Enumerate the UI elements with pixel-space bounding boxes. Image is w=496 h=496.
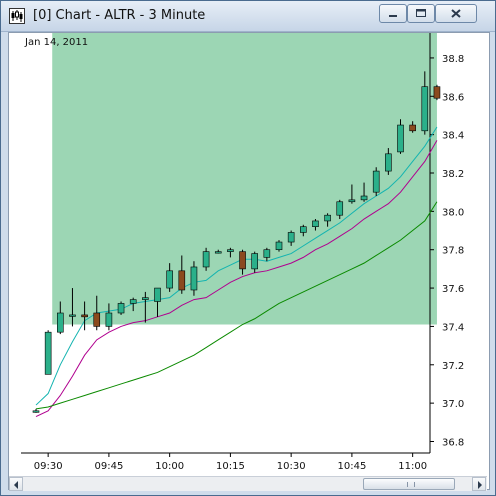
candle-body — [154, 287, 161, 302]
chart-area[interactable]: 36.8 37.0 37.2 37.4 37.6 37.8 38.0 38.2 38.4 38.6… — [8, 32, 490, 490]
y-tick-label: 38.6 — [442, 92, 464, 103]
horizontal-scrollbar[interactable] — [9, 476, 487, 491]
ma-line-0 — [35, 126, 438, 406]
candle-body — [421, 86, 429, 132]
candle-body — [142, 297, 149, 300]
minimize-icon — [389, 15, 397, 17]
x-tick-label: 10:15 — [216, 461, 245, 472]
candle-body — [178, 270, 186, 291]
candle-body — [202, 251, 210, 268]
candle-body — [372, 170, 380, 193]
candle-body — [214, 251, 222, 254]
scroll-left-button[interactable] — [9, 477, 23, 491]
ma-line-2 — [35, 201, 438, 410]
candle-body — [117, 303, 125, 314]
date-label: Jan 14, 2011 — [24, 37, 88, 48]
candle-body — [324, 214, 331, 222]
candle-body — [239, 251, 246, 270]
y-tick-label: 37.6 — [442, 284, 464, 295]
scrollbar-thumb[interactable] — [363, 478, 455, 490]
window-title: [0] Chart - ALTR - 3 Minute — [33, 8, 206, 23]
candle-body — [166, 270, 173, 289]
close-button[interactable] — [435, 4, 477, 23]
candle-body — [44, 331, 52, 375]
y-tick-label: 38.8 — [442, 54, 464, 65]
y-tick-label: 38.4 — [442, 131, 464, 142]
x-tick-label: 10:30 — [277, 461, 306, 472]
candle-body — [69, 314, 76, 317]
y-tick-label: 38.2 — [442, 169, 464, 180]
chart-app-icon — [9, 8, 25, 24]
close-icon — [451, 9, 461, 18]
y-tick-label: 37.0 — [442, 399, 464, 410]
minimize-button[interactable] — [379, 4, 407, 23]
candlestick-chart[interactable]: 36.8 37.0 37.2 37.4 37.6 37.8 38.0 38.2 38.4 38.6… — [9, 33, 489, 477]
scroll-left-icon — [14, 481, 18, 489]
candle-body — [263, 249, 271, 258]
candle-body — [251, 253, 258, 270]
grip-icon — [407, 482, 415, 487]
candle-body — [433, 86, 441, 99]
candle-body — [336, 201, 344, 216]
maximize-button[interactable] — [407, 4, 435, 23]
candle-body — [275, 241, 283, 251]
y-tick-label: 38.0 — [442, 207, 464, 218]
y-tick-label: 37.2 — [442, 361, 464, 372]
candle-body — [409, 124, 416, 132]
ma-line-1 — [35, 140, 438, 418]
y-tick-label: 37.8 — [442, 246, 464, 257]
title-bar[interactable]: [0] Chart - ALTR - 3 Minute — [1, 1, 495, 32]
candle-body — [93, 312, 101, 327]
candle-body — [348, 199, 356, 203]
x-tick-label: 09:30 — [34, 461, 63, 472]
y-tick-label: 37.4 — [442, 322, 464, 333]
candle-body — [360, 195, 368, 201]
x-tick-label: 11:00 — [398, 461, 427, 472]
candle-body — [397, 124, 404, 153]
candle-body — [105, 312, 113, 327]
candle-body — [56, 312, 64, 333]
y-tick-label: 36.8 — [442, 437, 464, 448]
candle-body — [227, 249, 234, 252]
x-tick-label: 10:45 — [337, 461, 366, 472]
scroll-right-icon — [478, 481, 482, 489]
maximize-icon — [416, 9, 426, 17]
candle-body — [32, 410, 40, 413]
candle-body — [312, 220, 319, 227]
scroll-right-button[interactable] — [472, 477, 486, 491]
candle-body — [190, 266, 198, 291]
candle-body — [129, 299, 137, 304]
x-tick-label: 10:00 — [155, 461, 184, 472]
candle-body — [287, 232, 295, 243]
candle-body — [385, 153, 392, 172]
candle-body — [299, 226, 307, 233]
x-tick-label: 09:45 — [94, 461, 123, 472]
candle-body — [81, 314, 88, 318]
